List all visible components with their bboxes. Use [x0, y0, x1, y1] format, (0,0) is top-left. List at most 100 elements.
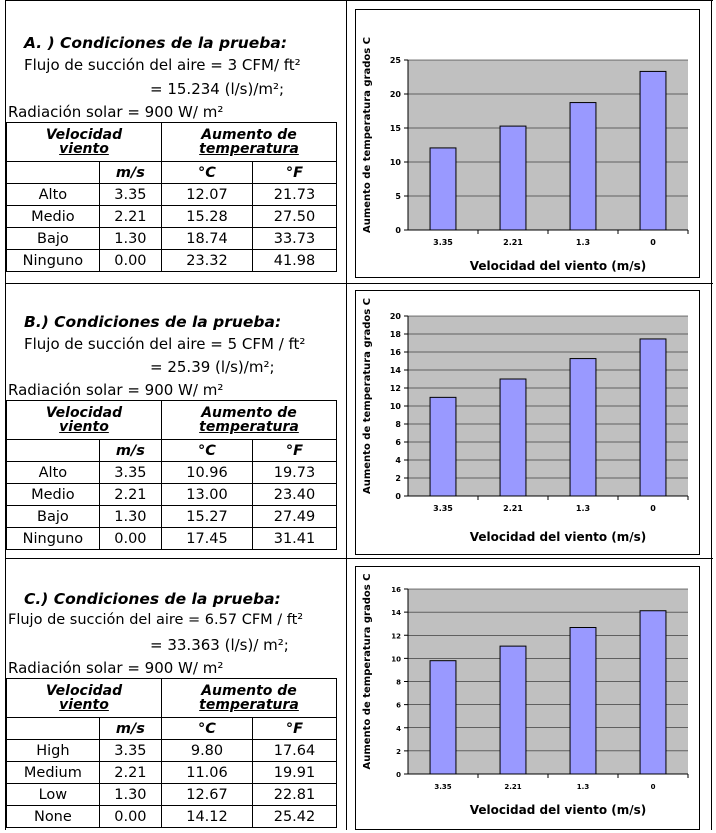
y-tick-label: 2: [395, 474, 401, 483]
section-b-flow-si-line: = 25.39 (l/s)/m²;: [150, 358, 275, 376]
section-c-radiation-line: Radiación solar = 900 W/ m²: [8, 659, 224, 677]
bar: [569, 358, 597, 497]
bar: [429, 396, 457, 497]
row-c: 13.00: [161, 483, 253, 506]
y-tick-label: 18: [390, 330, 402, 339]
row-c: 18.74: [161, 227, 253, 250]
row-f: 33.73: [252, 227, 337, 250]
row-label: Low: [6, 783, 100, 806]
row-ms: 2.21: [98, 205, 163, 228]
table-row: Low 1.30 12.67 22.81: [6, 783, 337, 806]
row-f: 19.73: [252, 461, 337, 484]
chart-b-box: 0 2 4 6 8 10 12 14 16 18 20 3.35 2.21 1.3 0 Velocidad d…: [355, 290, 700, 555]
velocity-header: Velocidad viento: [6, 400, 162, 440]
row-c: 14.12: [161, 805, 253, 828]
section-a-title: A. ) Condiciones de la prueba:: [24, 34, 288, 52]
bar: [569, 102, 597, 231]
row-f: 41.98: [252, 249, 337, 272]
y-tick-label: 2: [396, 748, 401, 756]
row-ms: 1.30: [98, 505, 163, 528]
unit-f: °F: [252, 439, 337, 462]
row-label: Bajo: [6, 505, 100, 528]
row-label: Medio: [6, 483, 100, 506]
unit-f: °F: [252, 161, 337, 184]
row-ms: 1.30: [98, 783, 163, 806]
row-f: 23.40: [252, 483, 337, 506]
y-tick-label: 14: [391, 609, 401, 617]
bar: [569, 627, 597, 775]
y-tick-label: 10: [390, 158, 402, 167]
table-row: Bajo 1.30 18.74 33.73: [6, 227, 337, 250]
temperature-header: Aumento de temperatura: [161, 678, 337, 718]
y-tick-label: 8: [396, 679, 401, 687]
x-tick-label: 1.3: [576, 238, 590, 247]
table-row: Alto 3.35 12.07 21.73: [6, 183, 337, 206]
row-ms: 2.21: [98, 761, 163, 784]
x-axis-title: Velocidad del viento (m/s): [470, 803, 647, 817]
row-c: 9.80: [161, 739, 253, 762]
chart-b: 0 2 4 6 8 10 12 14 16 18 20 3.35 2.21 1.3 0 Velocidad d…: [362, 298, 689, 544]
row-label: High: [6, 739, 100, 762]
row-c: 15.28: [161, 205, 253, 228]
unit-ms: m/s: [98, 161, 163, 184]
empty-cell: [6, 439, 100, 462]
row-ms: 0.00: [98, 249, 163, 272]
row-f: 31.41: [252, 527, 337, 550]
y-tick-label: 12: [391, 632, 401, 640]
table-row: Ninguno 0.00 23.32 41.98: [6, 249, 337, 272]
section-c-flow-line: Flujo de succión del aire = 6.57 CFM / f…: [8, 612, 304, 628]
empty-cell: [6, 161, 100, 184]
x-tick-label: 2.21: [504, 783, 521, 791]
y-axis-title: Aumento de temperatura grados C: [362, 573, 373, 769]
y-tick-label: 14: [390, 366, 402, 375]
section-b-table: Velocidad viento Aumento de temperatura m/…: [6, 400, 337, 550]
y-axis-title: Aumento de temperatura grados C: [362, 298, 373, 494]
y-tick-label: 25: [390, 56, 402, 65]
row-f: 27.49: [252, 505, 337, 528]
x-tick-label: 2.21: [503, 504, 523, 513]
section-c-table: Velocidad viento Aumento de temperatura m/…: [6, 678, 337, 828]
y-tick-label: 6: [395, 438, 401, 447]
row-c: 12.07: [161, 183, 253, 206]
unit-c: °C: [161, 717, 253, 740]
row-f: 27.50: [252, 205, 337, 228]
y-tick-label: 20: [390, 90, 402, 99]
x-tick-label: 0: [651, 783, 656, 791]
row-ms: 0.00: [98, 805, 163, 828]
row-f: 21.73: [252, 183, 337, 206]
row-c: 12.67: [161, 783, 253, 806]
y-axis-title: Aumento de temperatura grados C: [362, 37, 373, 233]
bar: [639, 610, 667, 775]
row-ms: 3.35: [98, 183, 163, 206]
row-f: 17.64: [252, 739, 337, 762]
y-tick-label: 8: [395, 420, 401, 429]
y-tick-label: 0: [395, 226, 401, 235]
unit-ms: m/s: [98, 439, 163, 462]
y-tick-label: 10: [390, 402, 402, 411]
unit-ms: m/s: [98, 717, 163, 740]
row-label: Ninguno: [6, 527, 100, 550]
row-label: None: [6, 805, 100, 828]
bar: [429, 660, 457, 775]
row-c: 10.96: [161, 461, 253, 484]
table-row: Bajo 1.30 15.27 27.49: [6, 505, 337, 528]
section-c-title: C.) Condiciones de la prueba:: [24, 590, 281, 608]
empty-cell: [6, 717, 100, 740]
x-tick-label: 0: [650, 504, 656, 513]
y-tick-label: 4: [396, 725, 401, 733]
row-c: 15.27: [161, 505, 253, 528]
x-axis-title: Velocidad del viento (m/s): [470, 530, 647, 544]
temperature-header: Aumento de temperatura: [161, 400, 337, 440]
y-tick-label: 16: [391, 586, 401, 594]
x-tick-label: 3.35: [433, 238, 453, 247]
x-axis-title: Velocidad del viento (m/s): [470, 259, 647, 273]
bar: [429, 147, 457, 231]
row-label: Bajo: [6, 227, 100, 250]
unit-c: °C: [161, 161, 253, 184]
row-label: Ninguno: [6, 249, 100, 272]
section-b-flow-line: Flujo de succión del aire = 5 CFM / ft²: [24, 335, 306, 353]
row-ms: 3.35: [98, 739, 163, 762]
x-tick-label: 2.21: [503, 238, 523, 247]
chart-a: 0 5 10 15 20 25 3.35 2.21 1.3 0 Velocidad del vien…: [362, 37, 689, 273]
row-c: 17.45: [161, 527, 253, 550]
